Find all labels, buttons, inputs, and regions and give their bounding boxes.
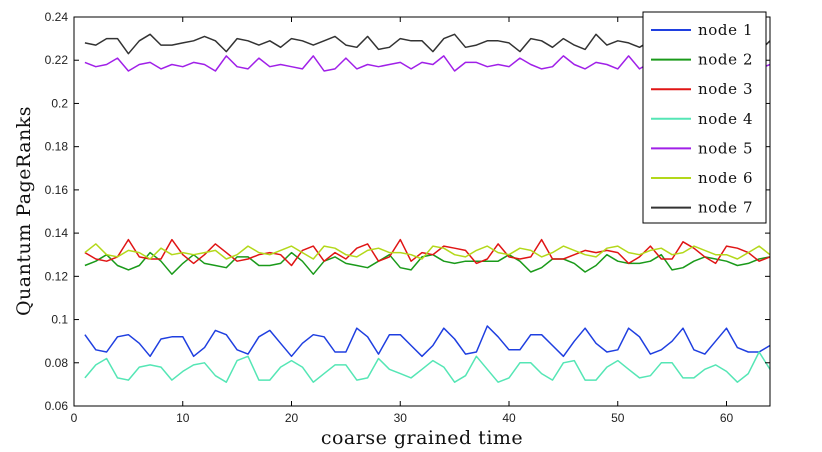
- legend-label: node 4: [698, 110, 753, 128]
- series-line-node-6: [84, 243, 771, 260]
- legend-label: node 3: [698, 80, 753, 98]
- y-axis-title: Quantum PageRanks: [13, 106, 35, 316]
- tick-layer: 0 10 20 30 40 50 60 0.06 0.08 0.1 0.12 0.14 0.16 0.18…: [45, 10, 770, 425]
- y-tick-label: 0.16: [45, 183, 69, 197]
- legend-label: node 5: [698, 139, 753, 157]
- y-tick-label: 0.08: [45, 356, 69, 370]
- x-tick-label: 50: [611, 411, 625, 425]
- x-tick-label: 10: [176, 411, 190, 425]
- y-tick-label: 0.2: [51, 96, 68, 110]
- x-tick-label: 40: [502, 411, 516, 425]
- y-tick-label: 0.22: [45, 53, 69, 67]
- x-tick-label: 0: [71, 411, 78, 425]
- series-line-node-4: [84, 351, 771, 383]
- legend-label: node 2: [698, 51, 753, 69]
- x-tick-label: 60: [720, 411, 734, 425]
- plot-frame: [73, 16, 771, 407]
- legend-label: node 1: [698, 21, 753, 39]
- legend-label: node 6: [698, 169, 753, 187]
- y-tick-label: 0.12: [45, 269, 69, 283]
- y-tick-label: 0.1: [51, 313, 68, 327]
- legend-box: [642, 11, 767, 224]
- y-tick-label: 0.18: [45, 140, 69, 154]
- legend: node 1 node 2 node 3 node 4 node 5 node 6 node…: [642, 11, 767, 224]
- y-tick-label: 0.14: [45, 226, 69, 240]
- x-axis-title: coarse grained time: [321, 427, 523, 449]
- x-tick-label: 20: [285, 411, 299, 425]
- x-tick-label: 30: [394, 411, 408, 425]
- legend-label: node 7: [698, 199, 753, 217]
- series-line-node-1: [84, 325, 771, 358]
- y-tick-label: 0.06: [45, 399, 69, 413]
- y-tick-label: 0.24: [45, 10, 69, 24]
